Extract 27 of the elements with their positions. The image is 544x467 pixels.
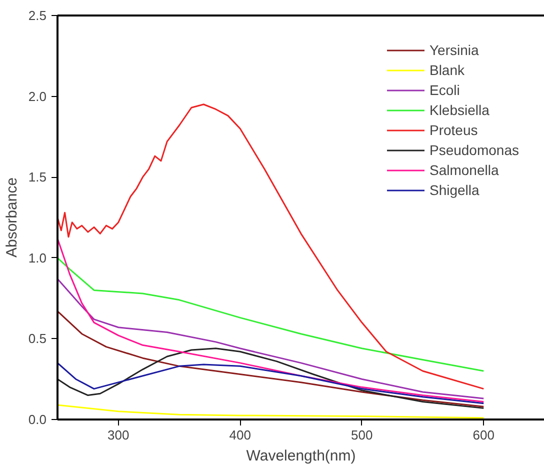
y-tick-label: 1.5	[28, 170, 47, 185]
legend-label: Blank	[429, 62, 465, 78]
line-series	[58, 310, 484, 408]
line-series	[58, 404, 484, 419]
y-tick-label: 1.0	[28, 250, 47, 266]
x-tick-label: 400	[229, 428, 251, 442]
x-tick-label: 600	[472, 428, 494, 442]
x-tick-label: 500	[351, 428, 373, 442]
line-series	[58, 362, 484, 404]
line-series	[58, 238, 484, 402]
y-tick-label: 0.5	[28, 331, 47, 346]
y-axis-title: Absorbance	[3, 177, 20, 258]
legend-label: Klebsiella	[429, 102, 490, 118]
line-series	[58, 348, 484, 409]
legend-label: Pseudomonas	[429, 142, 519, 158]
legend-label: Proteus	[429, 122, 478, 138]
legend-label: Shigella	[429, 182, 480, 198]
x-tick-label: 300	[108, 428, 130, 442]
legend-label: Ecoli	[429, 82, 460, 98]
legend-label: Salmonella	[429, 162, 499, 178]
line-series	[58, 278, 484, 400]
legend-label: Yersinia	[429, 42, 479, 58]
y-tick-label: 2.0	[28, 88, 47, 104]
y-tick-label: 2.5	[28, 8, 47, 23]
line-series	[58, 257, 484, 372]
y-tick-label: 0.0	[28, 412, 47, 427]
x-axis-title: Wavelength(nm)	[246, 448, 356, 464]
